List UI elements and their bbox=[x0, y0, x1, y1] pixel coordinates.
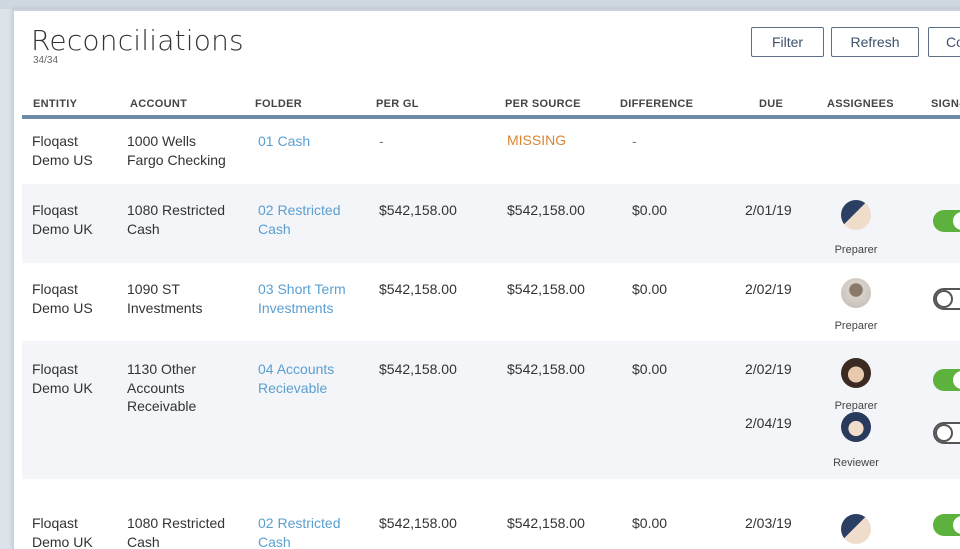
folder-link[interactable]: 02 Restricted Cash bbox=[258, 515, 341, 549]
per-gl-cell: $542,158.00 bbox=[379, 202, 457, 218]
sign-off-toggle[interactable] bbox=[933, 514, 960, 536]
column-header-due[interactable]: DUE bbox=[759, 98, 784, 110]
assignee-avatar[interactable] bbox=[841, 412, 871, 442]
column-header-per-source[interactable]: PER SOURCE bbox=[505, 98, 581, 110]
column-header-folder[interactable]: FOLDER bbox=[255, 98, 303, 110]
entity-cell: Floqast Demo UK bbox=[32, 202, 93, 237]
due-date: 2/03/19 bbox=[745, 515, 792, 531]
sign-off-toggle[interactable] bbox=[933, 422, 960, 444]
column-header-sign-off[interactable]: SIGN- bbox=[931, 98, 960, 110]
entity-cell: Floqast Demo US bbox=[32, 281, 93, 316]
folder-link[interactable]: 02 Restricted Cash bbox=[258, 202, 341, 237]
column-header-difference[interactable]: DIFFERENCE bbox=[620, 98, 694, 110]
account-cell: 1090 ST Investments bbox=[127, 281, 203, 316]
per-source-cell: $542,158.00 bbox=[507, 361, 585, 377]
assignee-avatar[interactable] bbox=[841, 358, 871, 388]
assignee-role: Preparer bbox=[834, 320, 878, 332]
entity-cell: Floqast Demo US bbox=[32, 133, 93, 168]
sign-off-toggle[interactable] bbox=[933, 288, 960, 310]
toggle-knob bbox=[935, 290, 953, 308]
toggle-knob bbox=[953, 212, 960, 230]
assignee-role: Preparer bbox=[834, 244, 878, 256]
folder-link[interactable]: 04 Accounts Recievable bbox=[258, 361, 335, 396]
difference-cell: $0.00 bbox=[632, 281, 668, 297]
per-source-cell: $542,158.00 bbox=[507, 281, 585, 297]
table-header: ENTITIY ACCOUNT FOLDER PER GL PER SOURCE… bbox=[14, 93, 960, 117]
per-source-missing[interactable]: MISSING bbox=[507, 132, 567, 148]
difference-cell: $0.00 bbox=[632, 361, 668, 377]
account-cell: 1080 Restricted Cash bbox=[127, 202, 226, 237]
toggle-knob bbox=[953, 516, 960, 534]
toggle-knob bbox=[935, 424, 953, 442]
column-header-per-gl[interactable]: PER GL bbox=[376, 98, 419, 110]
assignee-avatar[interactable] bbox=[841, 200, 871, 230]
per-gl-cell: $542,158.00 bbox=[379, 515, 457, 531]
per-gl-cell: - bbox=[379, 133, 384, 149]
folder-link[interactable]: 03 Short Term Investments bbox=[258, 281, 346, 316]
table-row[interactable]: Floqast Demo UK 1080 Restricted Cash 02 Re… bbox=[22, 184, 960, 263]
column-header-account[interactable]: ACCOUNT bbox=[130, 98, 188, 110]
entity-cell: Floqast Demo UK bbox=[32, 515, 93, 549]
per-gl-cell: $542,158.00 bbox=[379, 281, 457, 297]
header-rule bbox=[22, 115, 960, 119]
account-cell: 1130 Other Accounts Receivable bbox=[127, 361, 197, 414]
due-date: 2/04/19 bbox=[745, 415, 792, 431]
per-source-cell: $542,158.00 bbox=[507, 202, 585, 218]
per-gl-cell: $542,158.00 bbox=[379, 361, 457, 377]
toggle-knob bbox=[953, 371, 960, 389]
filter-button[interactable]: Filter bbox=[751, 27, 824, 57]
record-count: 34/34 bbox=[33, 55, 59, 66]
difference-cell: $0.00 bbox=[632, 202, 668, 218]
difference-cell: - bbox=[632, 133, 637, 149]
sign-off-toggle[interactable] bbox=[933, 210, 960, 232]
account-cell: 1000 Wells Fargo Checking bbox=[127, 133, 226, 168]
table-row[interactable]: Floqast Demo UK 1130 Other Accounts Receiva… bbox=[22, 341, 960, 479]
assignee-avatar[interactable] bbox=[841, 278, 871, 308]
account-cell: 1080 Restricted Cash bbox=[127, 515, 226, 549]
table-row[interactable]: Floqast Demo UK 1080 Restricted Cash 02 Re… bbox=[22, 479, 960, 549]
window-top-bar bbox=[0, 0, 960, 9]
difference-cell: $0.00 bbox=[632, 515, 668, 531]
due-date: 2/02/19 bbox=[745, 361, 792, 377]
assignee-role: Preparer bbox=[834, 400, 878, 412]
entity-cell: Floqast Demo UK bbox=[32, 361, 93, 396]
assignee-role: Reviewer bbox=[833, 457, 879, 469]
due-date: 2/02/19 bbox=[745, 281, 792, 297]
per-source-cell: $542,158.00 bbox=[507, 515, 585, 531]
sign-off-toggle[interactable] bbox=[933, 369, 960, 391]
column-header-entity[interactable]: ENTITIY bbox=[33, 98, 78, 110]
column-header-assignees[interactable]: ASSIGNEES bbox=[827, 98, 894, 110]
folder-link[interactable]: 01 Cash bbox=[258, 133, 311, 149]
table-row[interactable]: Floqast Demo US 1090 ST Investments 03 Sho… bbox=[22, 263, 960, 341]
page-title: Reconciliations bbox=[31, 24, 244, 57]
columns-button[interactable]: Co bbox=[928, 27, 960, 57]
reconciliations-panel: Reconciliations 34/34 Filter Refresh Co … bbox=[12, 9, 960, 549]
due-date: 2/01/19 bbox=[745, 202, 792, 218]
refresh-button[interactable]: Refresh bbox=[831, 27, 919, 57]
table-row[interactable]: Floqast Demo US 1000 Wells Fargo Checking … bbox=[22, 119, 960, 184]
assignee-avatar[interactable] bbox=[841, 514, 871, 544]
